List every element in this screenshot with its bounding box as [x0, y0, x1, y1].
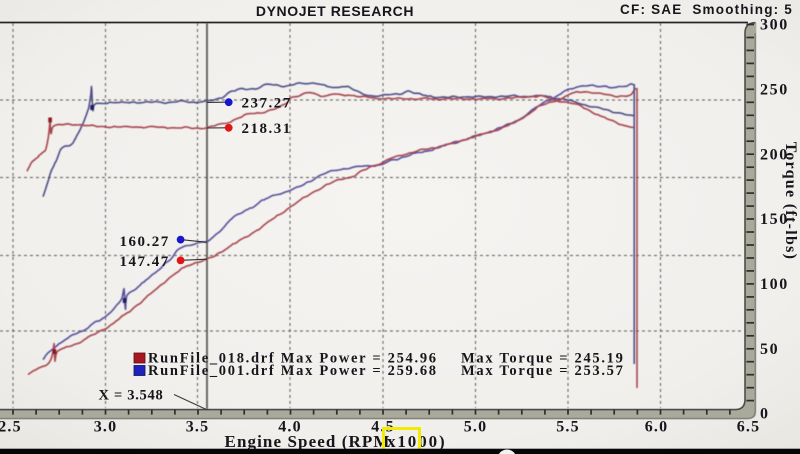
svg-text:218.31: 218.31 [242, 121, 292, 137]
svg-text:6.0: 6.0 [645, 419, 669, 436]
svg-text:RunFile_018.drf Max Power = 25: RunFile_018.drf Max Power = 254.96 [148, 350, 438, 366]
svg-text:300: 300 [760, 17, 789, 34]
svg-text:250: 250 [760, 82, 789, 99]
svg-text:6.5: 6.5 [737, 419, 761, 436]
svg-text:5.5: 5.5 [556, 419, 580, 436]
svg-text:3.5: 3.5 [186, 419, 210, 436]
svg-text:50: 50 [760, 341, 779, 358]
svg-text:Max Torque = 245.19: Max Torque = 245.19 [461, 350, 625, 366]
svg-text:3.0: 3.0 [94, 419, 118, 436]
svg-text:237.27: 237.27 [242, 96, 292, 112]
svg-text:Engine Speed (RPM: Engine Speed (RPM [225, 432, 391, 451]
svg-text:4.0: 4.0 [278, 419, 302, 436]
svg-text:RunFile_001.drf Max Power = 25: RunFile_001.drf Max Power = 259.68 [148, 363, 438, 379]
svg-text:150: 150 [760, 211, 789, 228]
svg-text:147.47: 147.47 [120, 254, 170, 270]
svg-text:2.5: 2.5 [0, 419, 22, 436]
svg-text:200: 200 [760, 146, 789, 163]
svg-text:0: 0 [760, 406, 770, 423]
svg-text:X = 3.548: X = 3.548 [99, 388, 164, 404]
svg-text:Max Torque = 253.57: Max Torque = 253.57 [461, 363, 625, 379]
svg-text:DYNOJET RESEARCH: DYNOJET RESEARCH [256, 3, 414, 19]
svg-text:5.0: 5.0 [464, 419, 488, 436]
svg-text:x1000): x1000) [387, 432, 447, 451]
svg-text:160.27: 160.27 [120, 234, 170, 250]
svg-text:Torque (ft-lbs): Torque (ft-lbs) [782, 142, 799, 261]
svg-text:CF: SAE Smoothing: 5: CF: SAE Smoothing: 5 [620, 2, 793, 17]
svg-text:100: 100 [760, 276, 789, 293]
